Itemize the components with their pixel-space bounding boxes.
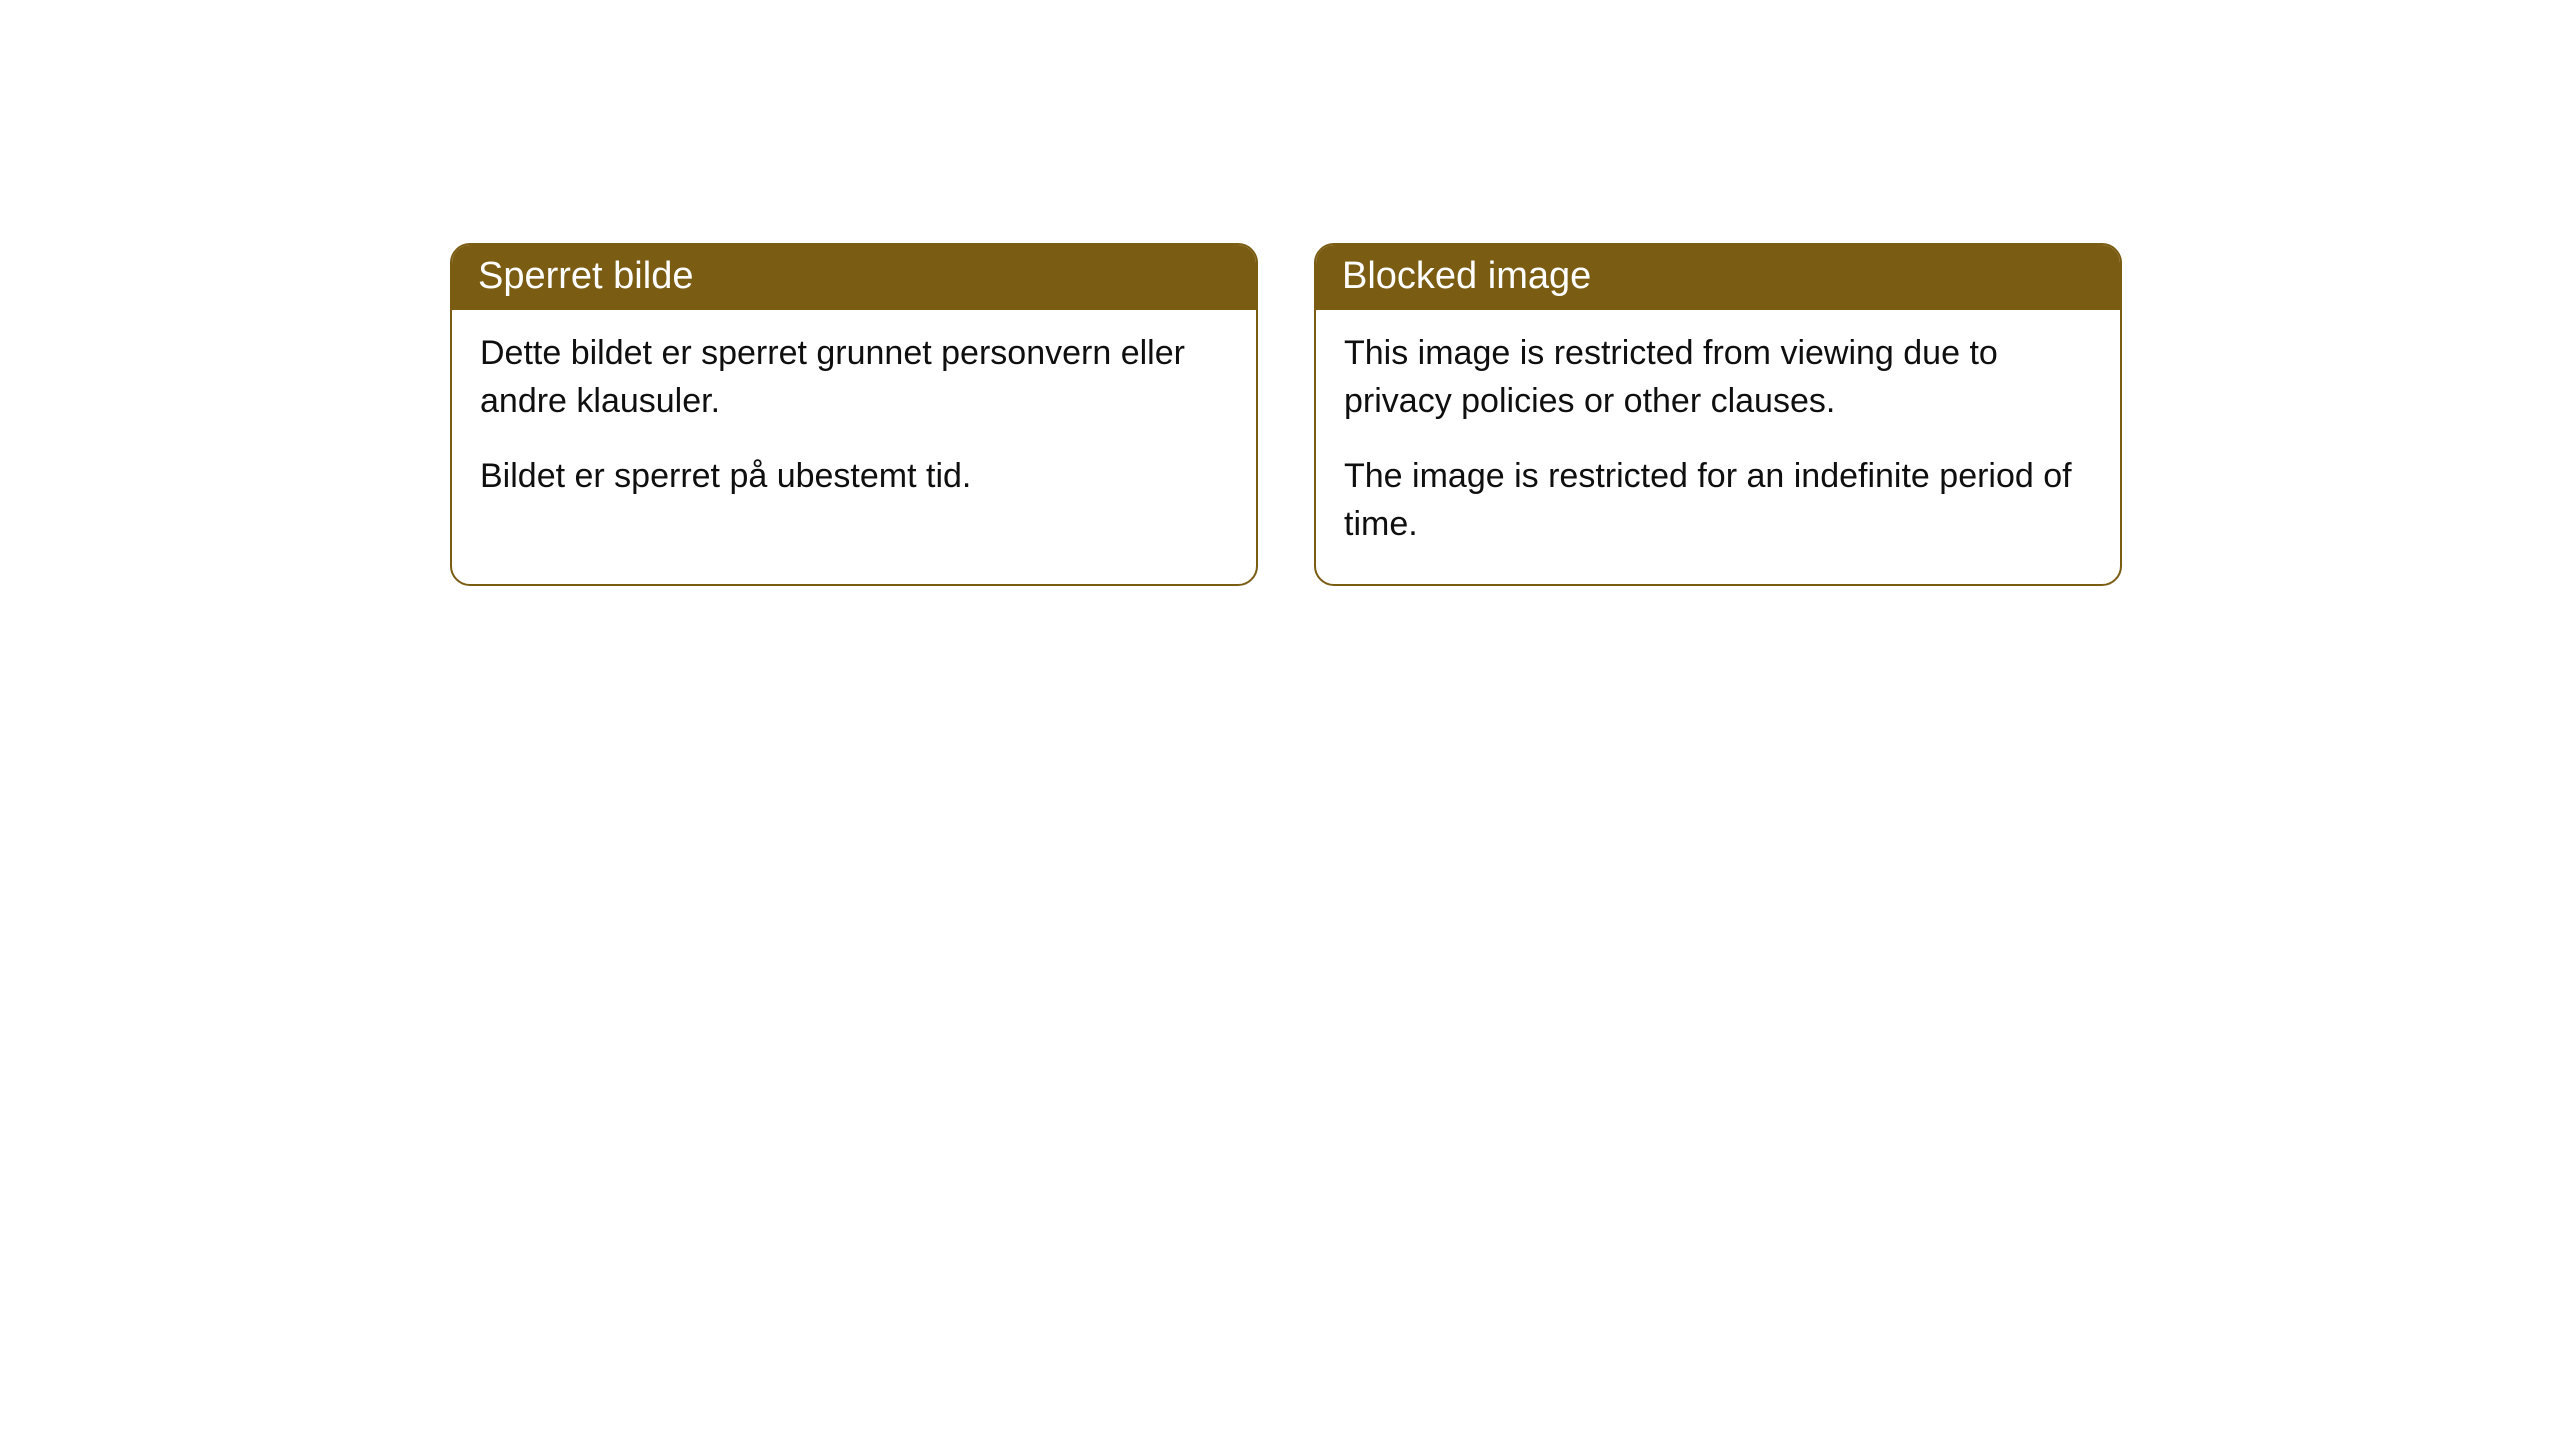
card-paragraph: This image is restricted from viewing du… xyxy=(1344,330,2092,425)
card-body: Dette bildet er sperret grunnet personve… xyxy=(452,310,1256,537)
card-header: Blocked image xyxy=(1316,245,2120,310)
card-paragraph: The image is restricted for an indefinit… xyxy=(1344,453,2092,548)
card-paragraph: Bildet er sperret på ubestemt tid. xyxy=(480,453,1228,501)
card-title: Blocked image xyxy=(1342,255,1591,297)
notice-cards-container: Sperret bilde Dette bildet er sperret gr… xyxy=(450,243,2122,586)
blocked-image-card-english: Blocked image This image is restricted f… xyxy=(1314,243,2122,586)
card-title: Sperret bilde xyxy=(478,255,693,297)
card-paragraph: Dette bildet er sperret grunnet personve… xyxy=(480,330,1228,425)
card-header: Sperret bilde xyxy=(452,245,1256,310)
card-body: This image is restricted from viewing du… xyxy=(1316,310,2120,584)
blocked-image-card-norwegian: Sperret bilde Dette bildet er sperret gr… xyxy=(450,243,1258,586)
